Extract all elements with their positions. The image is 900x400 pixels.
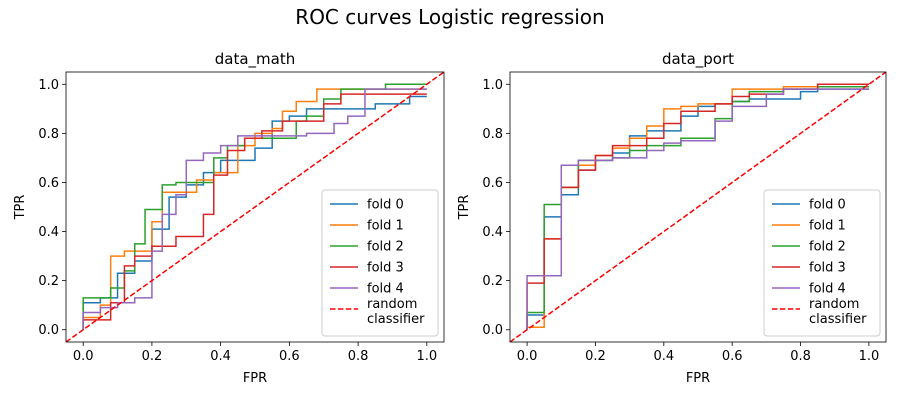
legend-label: fold 0	[809, 198, 846, 213]
y-tick-label: 0.8	[38, 127, 59, 142]
x-axis-label: FPR	[686, 371, 710, 386]
x-tick-label: 1.0	[416, 349, 437, 364]
legend-label: random classifier	[809, 297, 867, 327]
y-tick-label: 0.6	[38, 176, 59, 191]
roc-panel-data-math: data_math 0.0 0.2 0.4 0.6 0.8 1.0 0.0 0.2 0.4 0.6 0…	[13, 50, 445, 386]
legend-label: fold 3	[367, 261, 404, 276]
legend-label: fold 0	[367, 198, 404, 213]
series-group	[510, 72, 886, 342]
series-line-fold-4	[526, 88, 869, 330]
y-tick-label: 1.0	[38, 78, 59, 93]
legend-label: random classifier	[367, 297, 425, 327]
y-tick-label: 0.2	[38, 274, 59, 289]
legend-label: fold 1	[809, 219, 846, 234]
legend-box	[763, 189, 881, 337]
x-tick-label: 0.2	[142, 349, 163, 364]
x-tick-label: 0.0	[73, 349, 94, 364]
series-line-fold-2	[526, 85, 869, 330]
x-tick-label: 0.2	[585, 349, 606, 364]
y-tick-label: 0.4	[482, 225, 503, 240]
y-tick-label: 1.0	[482, 78, 503, 93]
panel-title: data_math	[215, 50, 295, 69]
y-axis-label: TPR	[13, 195, 28, 221]
random-classifier-line	[510, 72, 886, 342]
y-axis-label: TPR	[457, 195, 472, 221]
x-tick-label: 0.6	[722, 349, 743, 364]
legend-label: fold 1	[367, 219, 404, 234]
axes-frame	[65, 71, 445, 343]
random-classifier-line	[66, 72, 444, 342]
x-tick-label: 1.0	[859, 349, 880, 364]
series-line-fold-3	[82, 93, 427, 330]
x-tick-label: 0.4	[210, 349, 231, 364]
legend-label: fold 4	[809, 282, 846, 297]
x-tick-label: 0.6	[279, 349, 300, 364]
series-line-fold-0	[82, 95, 427, 330]
y-tick-label: 0.0	[482, 323, 503, 338]
x-tick-label: 0.8	[790, 349, 811, 364]
x-tick-label: 0.8	[348, 349, 369, 364]
axes-frame	[509, 71, 887, 343]
legend-label: fold 2	[367, 240, 404, 255]
legend-box	[321, 189, 439, 337]
y-tick-label: 0.0	[38, 323, 59, 338]
panel-title: data_port	[662, 50, 734, 69]
y-tick-label: 0.2	[482, 274, 503, 289]
y-tick-label: 0.4	[38, 225, 59, 240]
y-tick-label: 0.8	[482, 127, 503, 142]
y-tick-label: 0.6	[482, 176, 503, 191]
roc-panel-data-port: data_port 0.0 0.2 0.4 0.6 0.8 1.0 0.0 0.2 0.4 0.6 0…	[457, 50, 887, 386]
series-group	[66, 72, 444, 342]
x-tick-label: 0.4	[653, 349, 674, 364]
x-tick-label: 0.0	[517, 349, 538, 364]
legend-label: fold 2	[809, 240, 846, 255]
legend-label: fold 4	[367, 282, 404, 297]
figure-title: ROC curves Logistic regression	[295, 5, 604, 29]
x-axis-label: FPR	[243, 371, 267, 386]
legend-label: fold 3	[809, 261, 846, 276]
